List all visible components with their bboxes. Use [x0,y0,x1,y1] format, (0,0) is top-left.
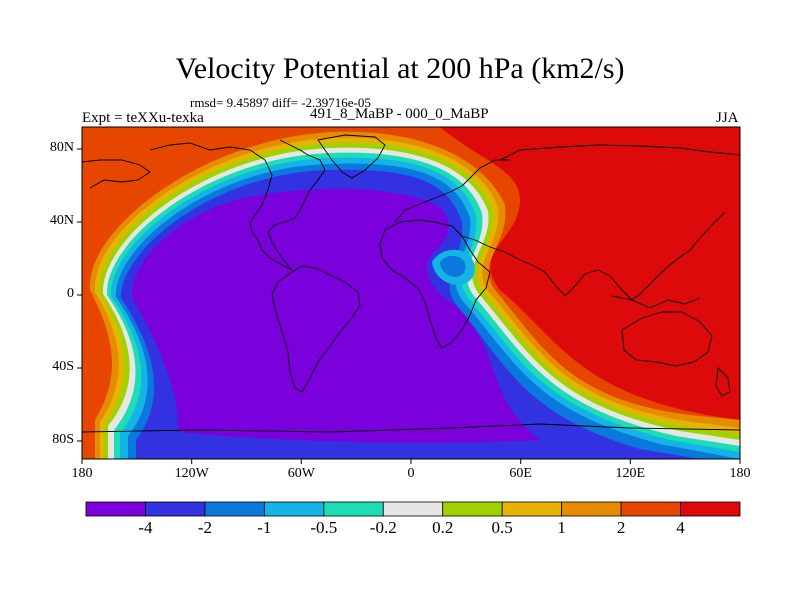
colorbar-label: 2 [616,518,626,537]
axis-ticks [77,148,741,464]
colorbar-label: -0.5 [310,518,338,537]
lon-tick-label: 60E [509,466,532,481]
colorbar-swatch [382,501,444,517]
plot-title: Velocity Potential at 200 hPa (km2/s) [175,52,625,85]
north-america-coast [149,139,326,271]
australia-coast [621,311,713,367]
blue-pocket [440,255,466,277]
contour-band-neg4 [131,188,540,443]
lat-tick-label: 0 [67,286,74,301]
lat-tick-label: 80S [52,432,74,447]
experiment-label: Expt = teXXu-texka [82,110,204,126]
new-zealand-coast [715,367,731,397]
lat-tick-label: 40N [49,213,74,228]
lon-tick-label: 180 [729,466,751,481]
alaska-coast [82,159,151,189]
stats-text: rmsd= 9.45897 diff= -2.39716e-05 [190,95,371,110]
colorbar-swatch [145,501,206,517]
colorbar-label: -2 [197,518,212,537]
colorbar-label: -1 [257,518,272,537]
colorbar-label: -0.2 [369,518,397,537]
colorbar-swatch [680,501,741,517]
lon-tick-label: 180 [71,466,93,481]
antarctica-coast [82,423,740,433]
coastlines [82,134,740,433]
africa-coast [379,219,491,349]
colorbar-label: -4 [138,518,153,537]
colorbar-swatch [263,501,325,517]
colorbar-label: 1 [557,518,566,537]
lon-tick-label: 0 [407,466,415,481]
lon-tick-label: 120W [174,466,209,481]
europe-coast [394,159,510,223]
colorbar-label: 0.5 [491,518,513,537]
colorbar-swatch [323,501,384,517]
greenland-coast [317,134,386,179]
colorbar-label: 0.2 [432,518,454,537]
colorbar-swatch [442,501,503,517]
case-name: 491_8_MaBP - 000_0_MaBP [310,106,489,122]
colorbar-swatch [204,501,265,517]
lat-tick-label: 40S [52,359,74,374]
season-label: JJA [716,110,739,126]
lat-tick-label: 80N [49,140,74,155]
eurasia-coast [499,144,740,161]
colorbar-swatch [620,501,681,517]
arabia-india-coast [461,211,726,301]
colorbar-label: 4 [676,518,685,537]
lon-tick-label: 60W [287,466,315,481]
colorbar-swatch [561,501,622,517]
south-america-coast [271,265,361,393]
colorbar-swatch [501,501,563,517]
lon-tick-label: 120E [615,466,646,481]
maritime-continent-coast [611,295,701,309]
colorbar-swatch [85,501,146,517]
